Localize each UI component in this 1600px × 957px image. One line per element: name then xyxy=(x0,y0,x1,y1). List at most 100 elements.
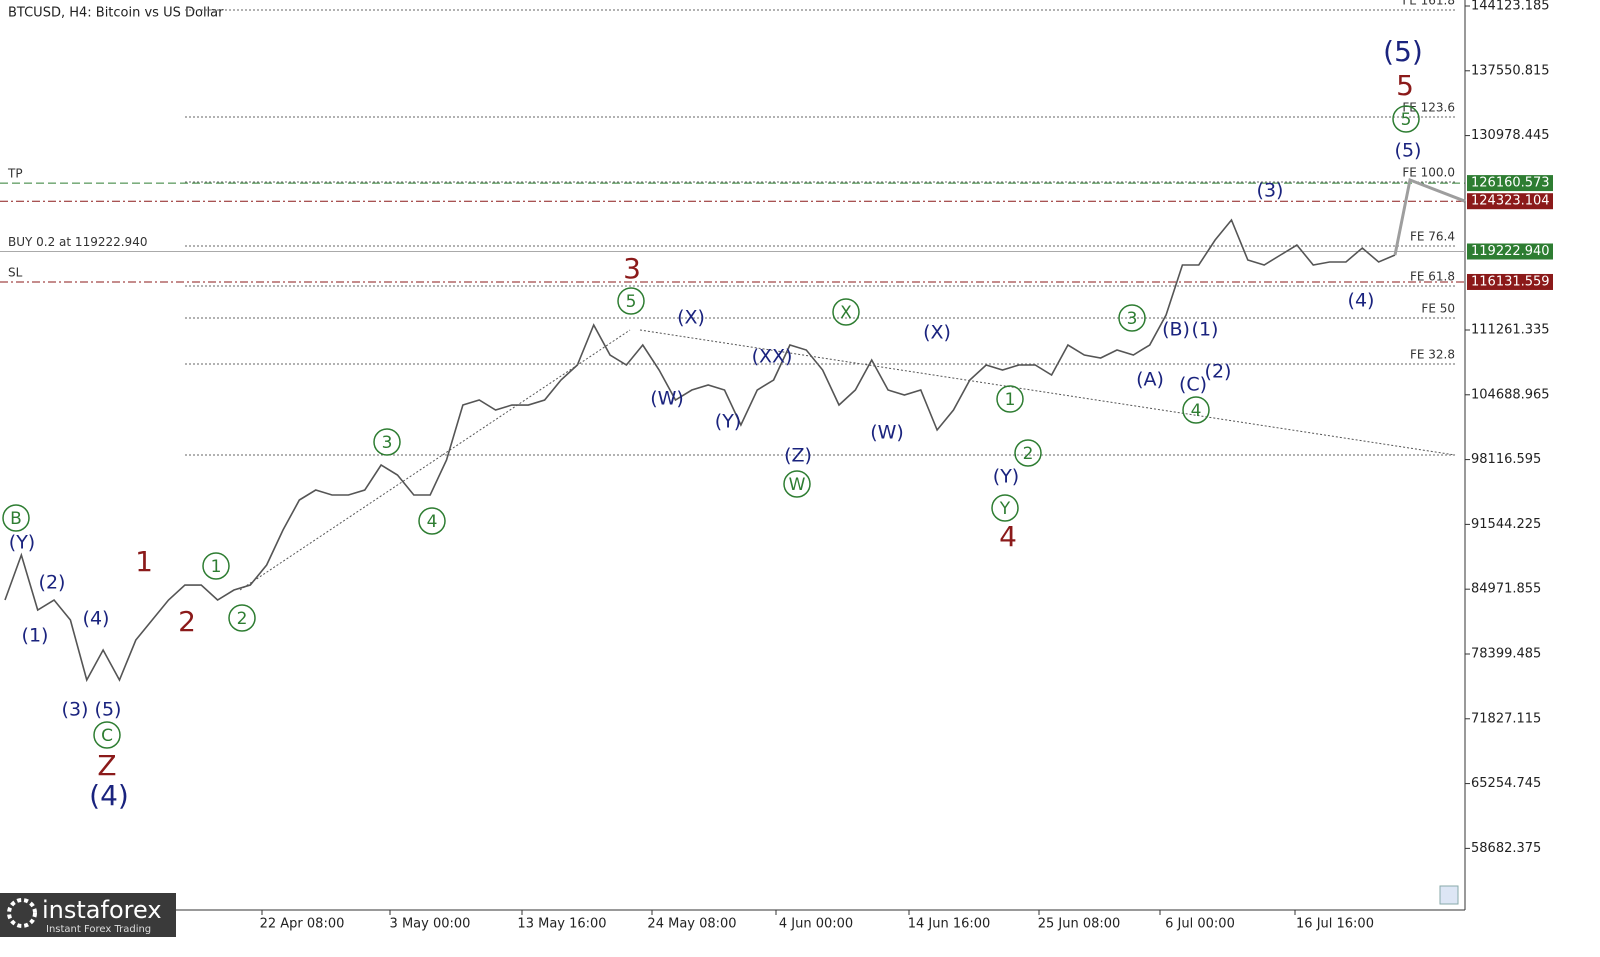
y-tick-label: 104688.965 xyxy=(1471,387,1550,402)
wave-label: (X) xyxy=(677,307,705,329)
wave-label: 1 xyxy=(135,545,153,578)
y-tick-label: 130978.445 xyxy=(1471,128,1550,143)
wave-label-circled: 1 xyxy=(1005,390,1016,410)
price-box-label: 119222.940 xyxy=(1471,244,1550,259)
y-tick-label: 91544.225 xyxy=(1471,517,1541,532)
trade-label: SL xyxy=(8,265,23,279)
wave-label: (2) xyxy=(39,572,66,594)
x-tick-label: 22 Apr 08:00 xyxy=(260,917,345,932)
price-box-label: 116131.559 xyxy=(1471,274,1550,289)
y-tick-label: 144123.185 xyxy=(1471,0,1550,13)
wave-label: 5 xyxy=(1396,69,1414,102)
wave-label: 4 xyxy=(999,520,1017,553)
wave-label: Z xyxy=(97,749,116,782)
scroll-button[interactable] xyxy=(1439,885,1459,905)
price-box xyxy=(1467,175,1553,192)
wave-label: 2 xyxy=(178,605,196,638)
watermark-bg xyxy=(0,893,176,937)
wave-label-circled: X xyxy=(840,303,852,323)
wave-circle xyxy=(1392,105,1420,133)
x-tick-label: 14 Jun 16:00 xyxy=(908,917,991,932)
wave-label: (4) xyxy=(1348,290,1375,312)
wave-label: (A) xyxy=(1136,369,1164,391)
price-box-label: 124323.104 xyxy=(1471,194,1550,209)
y-tick-label: 71827.115 xyxy=(1471,711,1541,726)
wave-label: (2) xyxy=(1205,361,1232,383)
wave-label: (X) xyxy=(923,322,951,344)
trade-label: TP xyxy=(7,167,23,181)
wave-label: (3) xyxy=(1257,180,1284,202)
wave-circle xyxy=(783,470,811,498)
wave-label-circled: Y xyxy=(999,499,1011,519)
chart-title: BTCUSD, H4: Bitcoin vs US Dollar xyxy=(8,6,224,21)
wave-circle xyxy=(996,385,1024,413)
wave-circle xyxy=(228,604,256,632)
wave-label: (Y) xyxy=(715,411,741,433)
wave-label: (5) xyxy=(95,699,122,721)
x-tick-label: 6 Jul 00:00 xyxy=(1165,917,1235,932)
wave-circle xyxy=(418,507,446,535)
wave-label: (XX) xyxy=(752,346,793,368)
fibo-label: FE 100.0 xyxy=(1402,166,1455,180)
wave-label-circled: B xyxy=(10,509,22,529)
wave-circle xyxy=(991,494,1019,522)
wave-label: (4) xyxy=(89,779,129,812)
x-tick-label: 4 Jun 00:00 xyxy=(779,917,853,932)
wave-label-circled: 5 xyxy=(1401,110,1412,130)
x-tick-label: 3 May 00:00 xyxy=(390,917,471,932)
y-tick-label: 78399.485 xyxy=(1471,646,1541,661)
wave-circle xyxy=(1014,439,1042,467)
wave-label: (1) xyxy=(22,625,49,647)
wave-label-circled: 4 xyxy=(427,512,438,532)
wave-circle xyxy=(93,721,121,749)
x-tick-label: 13 May 16:00 xyxy=(517,917,606,932)
wave-label-circled: 1 xyxy=(211,557,222,577)
fibo-label: FE 61.8 xyxy=(1410,270,1455,284)
wave-label: (C) xyxy=(1179,374,1207,396)
wave-label: (Y) xyxy=(9,532,35,554)
y-tick-label: 137550.815 xyxy=(1471,63,1550,78)
watermark: instaforex Instant Forex Trading xyxy=(0,893,176,937)
wave-label: (W) xyxy=(650,388,684,410)
y-tick-label: 65254.745 xyxy=(1471,776,1541,791)
watermark-logo xyxy=(7,898,37,928)
watermark-brand: instaforex xyxy=(42,896,162,924)
wave-label-circled: 5 xyxy=(626,292,637,312)
wave-label: (5) xyxy=(1395,140,1422,162)
wave-label: (3) xyxy=(62,699,89,721)
y-tick-label: 98116.595 xyxy=(1471,452,1541,467)
x-tick-label: 25 Jun 08:00 xyxy=(1038,917,1121,932)
trade-label: BUY 0.2 at 119222.940 xyxy=(8,235,147,249)
wave-circle xyxy=(617,287,645,315)
wave-circle xyxy=(202,552,230,580)
y-tick-label: 58682.375 xyxy=(1471,841,1541,856)
wave-circle xyxy=(1182,396,1210,424)
watermark-tagline: Instant Forex Trading xyxy=(46,924,151,935)
wave-label: (Y) xyxy=(993,466,1019,488)
wave-label: 3 xyxy=(623,252,641,285)
price-box xyxy=(1467,243,1553,260)
fibo-label: FE 76.4 xyxy=(1410,230,1455,244)
wave-circle xyxy=(832,298,860,326)
wave-label-circled: C xyxy=(101,726,113,746)
wave-label-circled: 3 xyxy=(382,433,393,453)
fibo-label: FE 161.8 xyxy=(1402,0,1455,7)
wave-label: (4) xyxy=(83,608,110,630)
wave-label: (Z) xyxy=(784,445,812,467)
price-box-label: 126160.573 xyxy=(1471,176,1550,191)
wave-label-circled: W xyxy=(789,475,806,495)
wave-label: (W) xyxy=(870,422,904,444)
wave-label: (1) xyxy=(1192,319,1219,341)
trend-line xyxy=(639,329,1456,456)
wave-circle xyxy=(2,504,30,532)
y-tick-label: 111261.335 xyxy=(1471,322,1550,337)
x-tick-label: 24 May 08:00 xyxy=(647,917,736,932)
wave-label-circled: 2 xyxy=(237,609,248,629)
fibo-label: FE 32.8 xyxy=(1410,348,1455,362)
projection-line xyxy=(1393,177,1466,256)
wave-circle xyxy=(1118,304,1146,332)
wave-label: (B) xyxy=(1162,319,1190,341)
wave-label: (5) xyxy=(1383,35,1423,68)
